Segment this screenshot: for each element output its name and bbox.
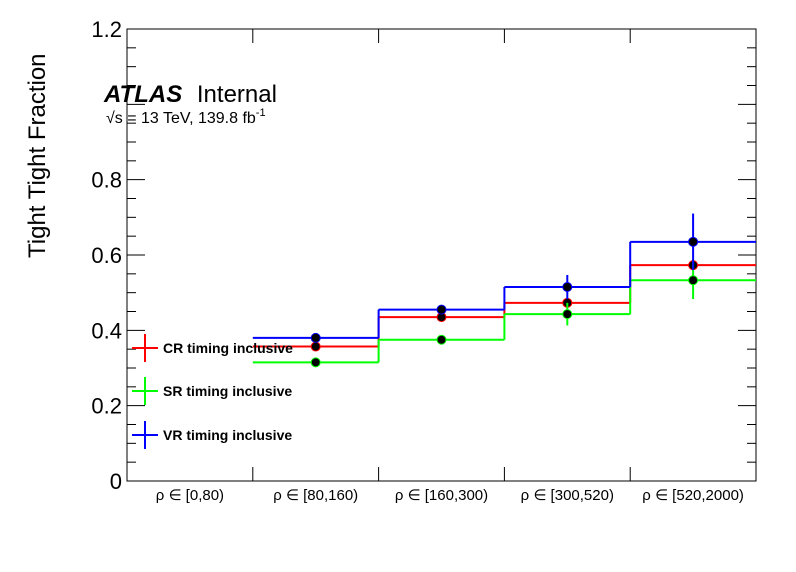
x-tick-labels: ρ ∈ [0,80) ρ ∈ [80,160) ρ ∈ [160,300) ρ ∈ [… (156, 487, 744, 504)
x-tick-label: ρ ∈ [0,80) (156, 487, 224, 504)
x-axis-ticks (126, 29, 757, 481)
atlas-label: ATLAS Internal (103, 81, 277, 108)
legend-item: SR timing inclusive (132, 377, 292, 405)
y-tick-label: 0 (110, 469, 122, 494)
data-point (562, 282, 573, 293)
x-tick-label: ρ ∈ [300,520) (521, 487, 614, 504)
legend-item: VR timing inclusive (132, 421, 292, 449)
data-point (310, 341, 321, 352)
data-point (688, 275, 699, 286)
data-point (436, 304, 447, 315)
y-axis-label: Tight Tight Fraction (24, 53, 51, 258)
data-point (310, 332, 321, 343)
y-tick-label: 0.6 (91, 243, 122, 268)
series-sr (252, 261, 756, 368)
x-tick-label: ρ ∈ [80,160) (273, 487, 358, 504)
y-tick-label: 1.2 (91, 17, 122, 42)
y-tick-labels: 0 0.2 0.4 0.6 0.8 1.2 (91, 17, 122, 494)
y-tick-label: 0.8 (91, 168, 122, 193)
y-tick-label: 0.2 (91, 394, 122, 419)
data-point (436, 334, 447, 345)
lumi-superscript: -1 (256, 107, 266, 119)
atlas-status: Internal (197, 81, 277, 108)
atlas-experiment: ATLAS (103, 81, 182, 108)
data-point (688, 236, 699, 247)
data-point (310, 357, 321, 368)
y-tick-label: 0.4 (91, 318, 122, 343)
series-layer (252, 213, 756, 368)
x-tick-label: ρ ∈ [160,300) (395, 487, 488, 504)
y-axis-ticks (127, 28, 756, 482)
legend: CR timing inclusive SR timing inclusive VR… (132, 334, 293, 449)
lumi-text: √s = 13 TeV, 139.8 fb (106, 110, 256, 127)
lumi-label: √s = 13 TeV, 139.8 fb-1 (106, 107, 266, 127)
legend-item: CR timing inclusive (132, 334, 293, 362)
legend-label: CR timing inclusive (163, 340, 293, 356)
legend-label: VR timing inclusive (163, 427, 292, 443)
data-point (562, 309, 573, 320)
legend-label: SR timing inclusive (163, 383, 292, 399)
series-vr (252, 213, 756, 343)
x-tick-label: ρ ∈ [520,2000) (642, 487, 744, 504)
